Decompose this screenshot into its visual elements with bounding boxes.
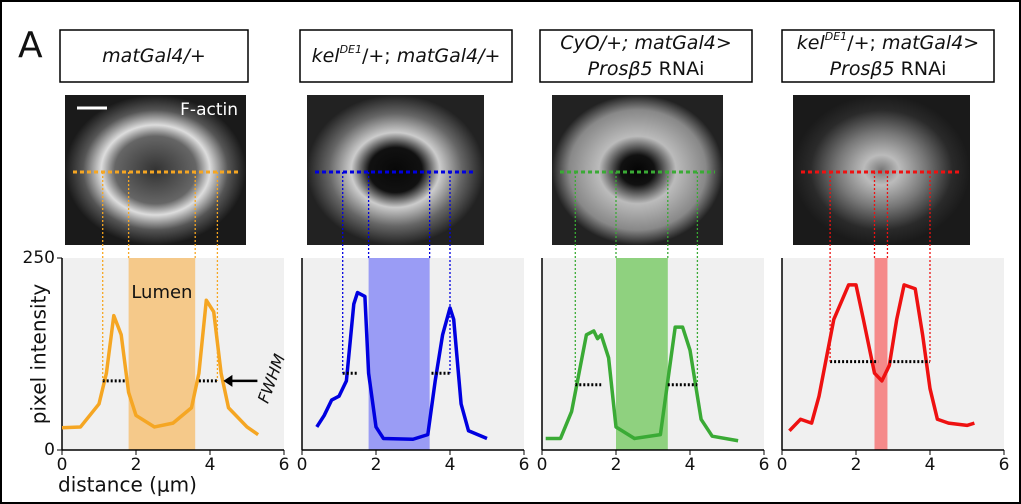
micrograph (793, 95, 970, 245)
lumen-band (616, 258, 668, 450)
x-tick-label: 2 (371, 455, 382, 475)
x-tick-label: 4 (205, 455, 216, 475)
figure: A matGal4/+F-actin02460250pixel intensit… (0, 0, 1021, 504)
x-tick-label: 4 (445, 455, 456, 475)
image-label: F-actin (180, 100, 238, 120)
genotype-text: CyO/+; matGal4> (560, 32, 731, 54)
x-tick-label: 6 (519, 455, 530, 475)
y-tick-label: 250 (23, 248, 55, 268)
genotype-label: Prosβ5 RNAi (588, 58, 705, 80)
genotype-label: kelDE1/+; matGal4> (797, 30, 979, 54)
x-axis-label: distance (μm) (58, 473, 197, 497)
micrograph (552, 95, 723, 245)
x-tick-label: 4 (925, 455, 936, 475)
panel-label: A (18, 25, 43, 66)
x-tick-label: 0 (297, 455, 308, 475)
x-tick-label: 2 (611, 455, 622, 475)
micrograph (307, 95, 484, 245)
lumen-label: Lumen (131, 282, 192, 303)
genotype-text: RNAi (653, 58, 705, 80)
genotype-text: DE1 (340, 43, 362, 56)
genotype-text: matGal4> (882, 32, 979, 54)
genotype-label: matGal4/+ (102, 45, 206, 67)
lumen-band (369, 258, 430, 450)
x-tick-label: 6 (279, 455, 290, 475)
lumen-band (875, 258, 888, 450)
genotype-label: Prosβ5 RNAi (830, 58, 947, 80)
genotype-text: matGal4/+ (397, 45, 501, 67)
genotype-text: /+; (847, 32, 882, 54)
x-tick-label: 0 (777, 455, 788, 475)
genotype-text: matGal4/+ (102, 45, 206, 67)
y-axis-label: pixel intensity (27, 284, 51, 425)
genotype-text: /+; (362, 45, 397, 67)
genotype-text: Prosβ5 (588, 58, 653, 80)
genotype-text: RNAi (895, 58, 947, 80)
genotype-text: kel (797, 32, 826, 54)
genotype-label: CyO/+; matGal4> (560, 32, 731, 54)
y-tick-label: 0 (44, 440, 55, 460)
x-tick-label: 6 (999, 455, 1010, 475)
x-tick-label: 0 (537, 455, 548, 475)
genotype-text: kel (312, 45, 341, 67)
genotype-text: DE1 (825, 30, 847, 43)
genotype-text: Prosβ5 (830, 58, 895, 80)
x-tick-label: 6 (759, 455, 770, 475)
x-tick-label: 4 (685, 455, 696, 475)
x-tick-label: 2 (851, 455, 862, 475)
plot-area (782, 258, 1004, 450)
